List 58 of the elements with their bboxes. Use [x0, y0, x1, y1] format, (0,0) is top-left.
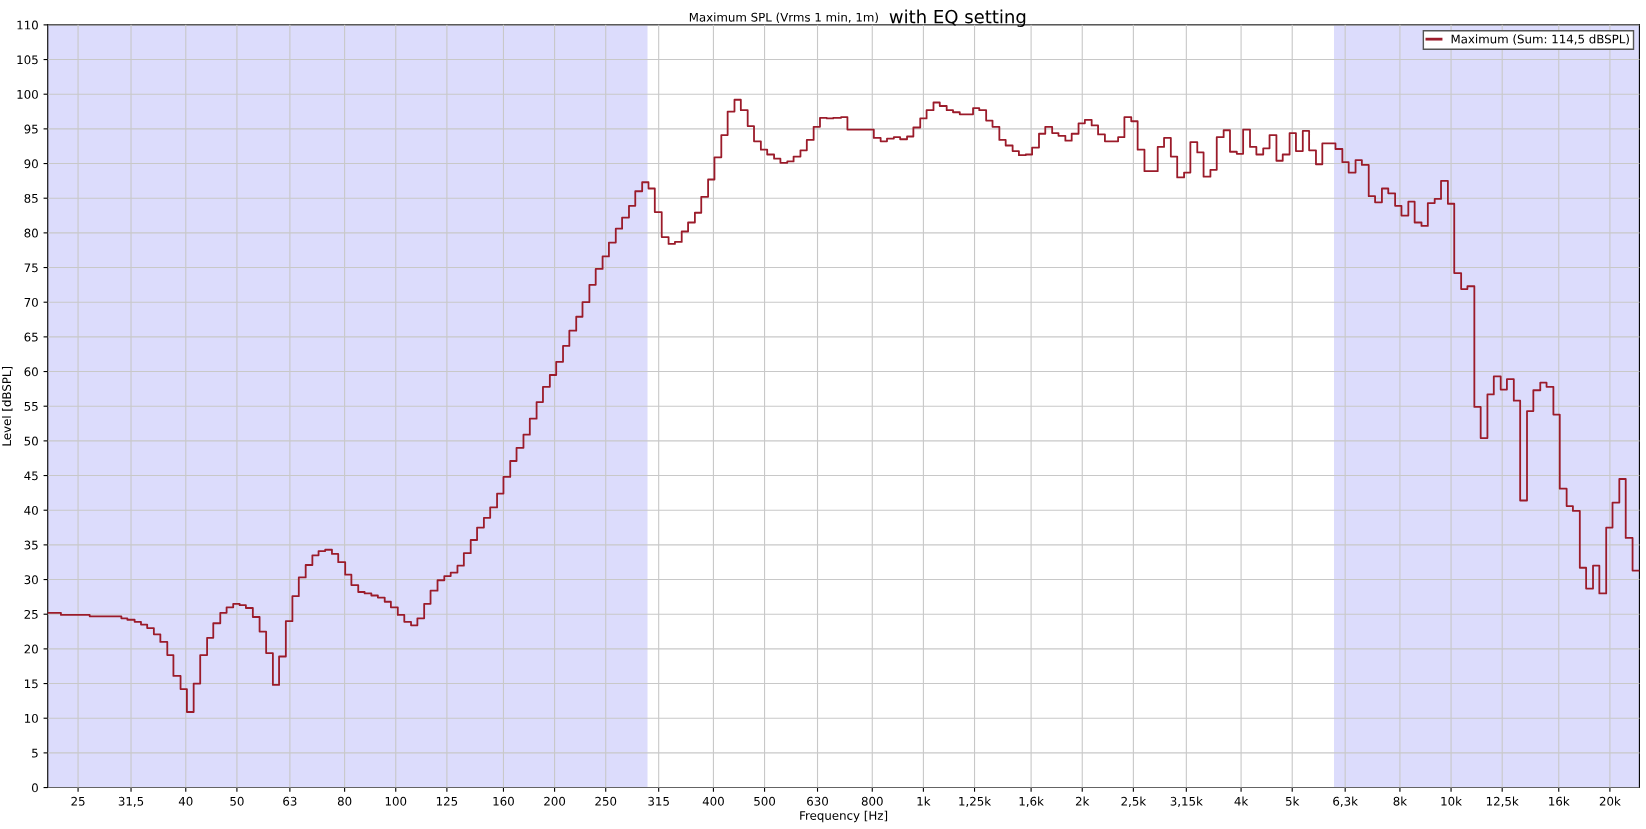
x-tick-label: 1,25k — [959, 796, 992, 807]
x-tick-label: 16k — [1549, 796, 1570, 806]
x-tick-label: 10k — [1441, 796, 1462, 806]
x-tick-label: 31,5 — [118, 796, 144, 807]
y-tick-label: 110 — [17, 20, 38, 30]
y-tick-label: 85 — [24, 193, 38, 203]
y-tick-label: 105 — [17, 55, 38, 65]
y-tick-label: 25 — [24, 609, 38, 619]
x-tick-label: 2k — [1075, 796, 1090, 806]
y-tick-label: 55 — [24, 402, 38, 411]
y-tick-label: 75 — [24, 263, 38, 273]
x-tick-label: 160 — [493, 796, 514, 806]
x-tick-label: 8k — [1393, 796, 1408, 806]
x-tick-label: 630 — [807, 796, 829, 806]
x-tick-label: 1,6k — [1019, 796, 1044, 807]
chart-title: Maximum SPL (Vrms 1 min, 1m) — [689, 12, 878, 24]
y-tick-label: 30 — [24, 575, 38, 585]
y-tick-label: 35 — [24, 540, 38, 550]
x-tick-label: 125 — [436, 796, 458, 806]
x-tick-label: 250 — [595, 796, 617, 806]
x-axis-title: Frequency [Hz] — [800, 810, 888, 823]
x-tick-label: 20k — [1599, 796, 1621, 806]
x-tick-label: 3,15k — [1170, 796, 1203, 807]
x-tick-label: 25 — [71, 796, 85, 806]
y-tick-label: 20 — [24, 644, 38, 654]
y-tick-label: 95 — [24, 124, 38, 134]
y-tick-label: 60 — [24, 367, 38, 377]
x-tick-label: 200 — [544, 796, 566, 806]
y-tick-label: 100 — [17, 89, 38, 99]
x-tick-label: 1k — [917, 796, 931, 806]
y-tick-label: 70 — [24, 297, 38, 307]
x-tick-label: 40 — [178, 796, 193, 806]
y-tick-label: 0 — [31, 783, 38, 793]
y-tick-label: 90 — [24, 159, 38, 169]
y-tick-label: 5 — [32, 748, 38, 758]
x-tick-label: 100 — [385, 796, 407, 806]
x-tick-label: 12,5k — [1486, 796, 1519, 807]
x-tick-label: 50 — [230, 796, 244, 806]
y-tick-label: 15 — [24, 679, 38, 689]
x-tick-label: 315 — [648, 796, 669, 806]
legend-label: Maximum (Sum: 114,5 dBSPL) — [1451, 34, 1629, 45]
x-tick-label: 2,5k — [1121, 796, 1147, 807]
chart-subtitle: with EQ setting — [889, 9, 1026, 27]
y-tick-label: 50 — [24, 436, 38, 446]
y-tick-label: 80 — [24, 228, 38, 238]
x-tick-label: 80 — [337, 796, 352, 806]
y-tick-label: 65 — [24, 332, 38, 342]
y-tick-label: 10 — [24, 713, 38, 723]
y-axis-title: Level [dBSPL] — [1, 366, 13, 446]
y-tick-label: 45 — [24, 471, 38, 481]
x-tick-label: 400 — [702, 796, 724, 806]
x-tick-label: 500 — [754, 796, 776, 806]
x-tick-label: 4k — [1234, 796, 1249, 806]
x-tick-label: 63 — [283, 796, 297, 806]
x-tick-label: 5k — [1285, 796, 1300, 806]
x-tick-label: 800 — [861, 796, 883, 806]
y-tick-label: 40 — [24, 505, 38, 515]
x-tick-label: 6,3k — [1333, 796, 1358, 807]
